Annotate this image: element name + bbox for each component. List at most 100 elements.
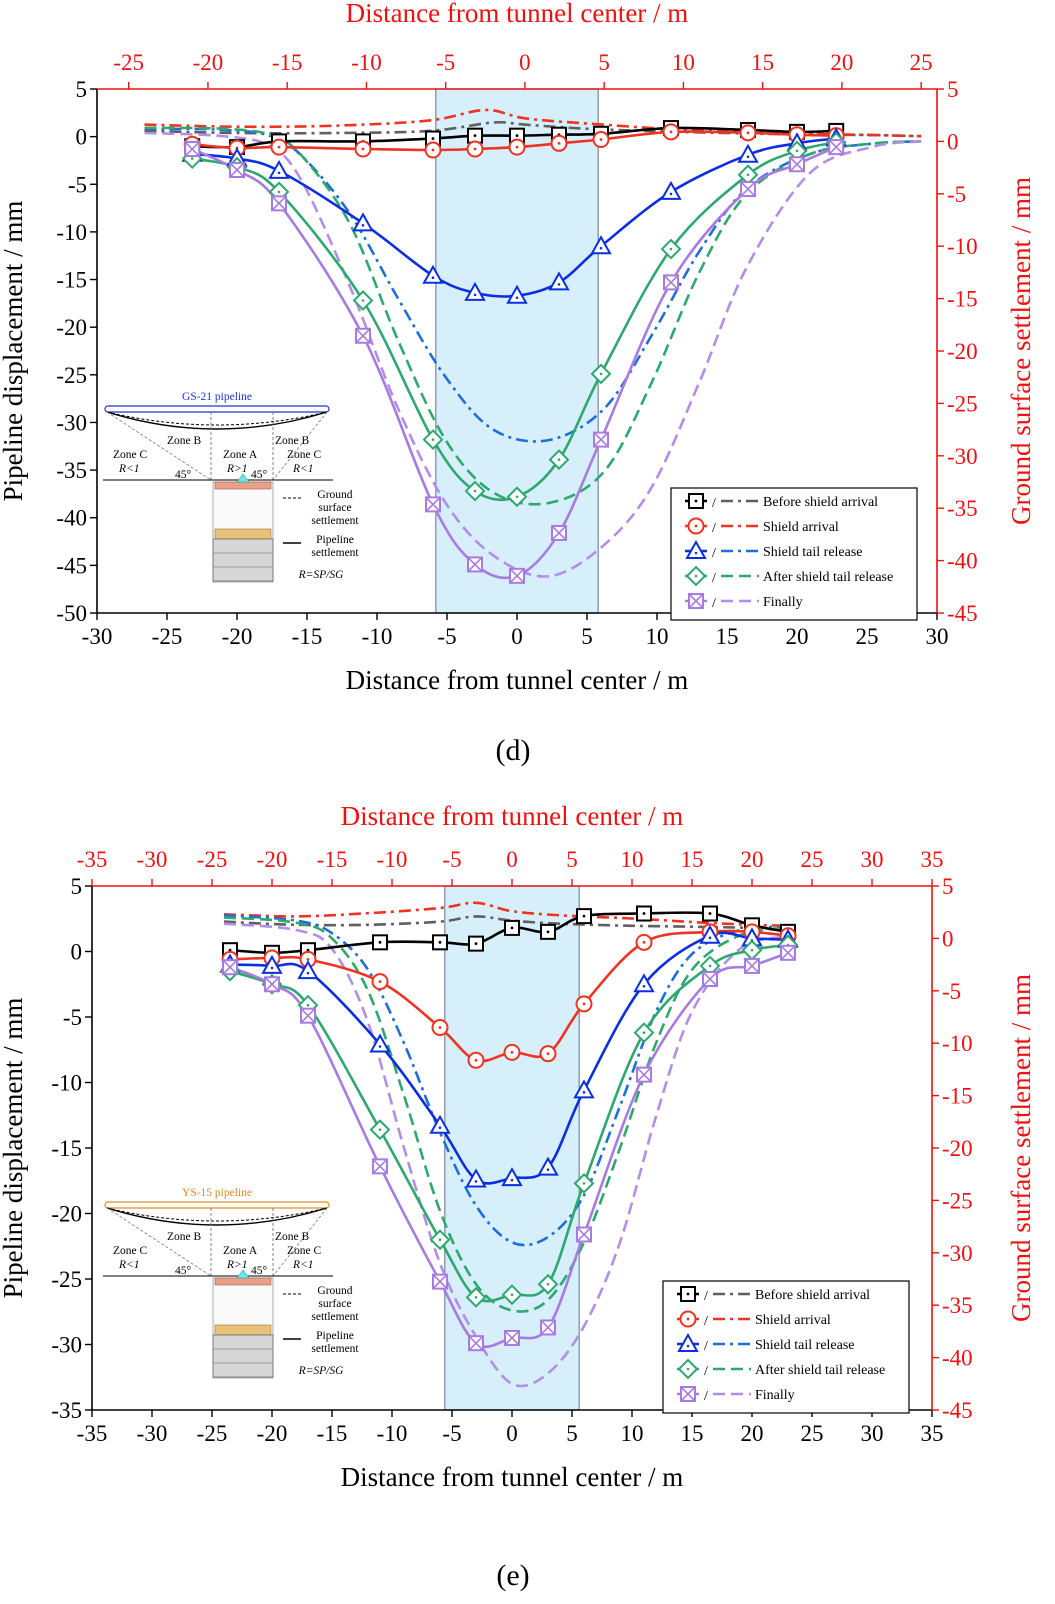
- x-tick-label: -30: [82, 624, 113, 649]
- marker-finally-cross: [425, 496, 441, 512]
- y2-tick-label: 0: [942, 926, 954, 951]
- x2-tick-label: -25: [197, 847, 228, 872]
- y-tick-label: -25: [51, 1267, 82, 1292]
- marker-arrival-dot: [582, 1002, 586, 1006]
- x2-tick-label: -5: [442, 847, 461, 872]
- y-tick-label: -30: [56, 410, 87, 435]
- y2-tick-label: -35: [947, 496, 978, 521]
- legend-slash: /: [704, 1364, 708, 1379]
- x-tick-label: -5: [442, 1421, 461, 1446]
- marker-finally-cross: [432, 1274, 448, 1290]
- marker-after-dot: [546, 1282, 550, 1286]
- inset-pipeline-label: GS-21 pipeline: [182, 391, 252, 403]
- x2-tick-label: -20: [257, 847, 288, 872]
- x-tick-label: -5: [437, 624, 456, 649]
- marker-finally-cross: [184, 141, 200, 157]
- y-tick-label: 0: [71, 940, 83, 965]
- legend-label-arrival: Shield arrival: [755, 1313, 831, 1328]
- marker-before-dot: [582, 914, 586, 918]
- marker-tail: [506, 284, 528, 304]
- legend-marker-tail: [685, 539, 707, 559]
- x2-tick-label: -25: [113, 50, 144, 75]
- inset-zone-b-right: Zone B: [275, 435, 310, 447]
- y2-tick-label: -25: [942, 1188, 973, 1213]
- inset-pipeline: [104, 1201, 330, 1209]
- x2-tick-label: 5: [598, 50, 610, 75]
- x-tick-label: -35: [77, 1421, 108, 1446]
- inset-schematic: YS-15 pipeline Zone C R<1 Zone B Zone A R>1 Zo…: [103, 1187, 359, 1379]
- marker-after-dot: [557, 458, 561, 461]
- inset-ground-label: settlement: [311, 1311, 359, 1323]
- marker-after-dot: [515, 495, 519, 499]
- marker-tail-dot: [438, 1126, 442, 1130]
- x2-tick-label: 15: [751, 50, 774, 75]
- legend-slash: /: [712, 596, 716, 611]
- marker-tail-dot: [277, 171, 281, 175]
- x-tick-label: -25: [152, 624, 183, 649]
- marker-tail-dot: [557, 283, 561, 286]
- inset-ratio-label: R=SP/SG: [298, 569, 345, 581]
- legend-slash: /: [704, 1289, 708, 1304]
- inset-r-gt: R>1: [226, 463, 248, 475]
- y-tick-label: -5: [68, 172, 87, 197]
- marker-after-dot: [431, 438, 435, 441]
- marker-finally-cross: [468, 1335, 484, 1351]
- y-tick-label: -15: [51, 1136, 82, 1161]
- marker-finally-cross: [300, 1008, 316, 1024]
- inset-pipeline-label: YS-15 pipeline: [182, 1187, 252, 1199]
- marker-tail: [422, 264, 444, 284]
- inset-r-gt: R>1: [226, 1259, 248, 1271]
- inset-ratio-label: R=SP/SG: [298, 1365, 345, 1377]
- y-tick-label: -5: [63, 1005, 82, 1030]
- inset-zone-a: Zone A: [223, 1245, 258, 1257]
- marker-tail: [429, 1114, 451, 1134]
- inset-ground-label: Ground: [317, 489, 352, 501]
- y-tick-label: -20: [56, 315, 87, 340]
- surface-line-finally: [223, 922, 789, 1388]
- panel-label: (e): [496, 1559, 529, 1592]
- legend-marker-arrival-dot: [686, 1317, 690, 1321]
- y2-tick-label: 0: [947, 129, 959, 154]
- legend-slash: /: [704, 1339, 708, 1354]
- inset-r-lt-right: R<1: [292, 463, 314, 475]
- inset-r-lt-left: R<1: [118, 463, 140, 475]
- marker-finally-cross: [828, 139, 844, 155]
- marker-tail-dot: [642, 984, 646, 988]
- marker-after-dot: [473, 489, 477, 493]
- marker-after-dot: [599, 372, 603, 376]
- x-tick-label: -30: [137, 1421, 168, 1446]
- marker-after-dot: [669, 247, 673, 251]
- x-tick-label: -10: [362, 624, 393, 649]
- marker-after-dot: [582, 1182, 586, 1185]
- x-tick-label: 25: [856, 624, 879, 649]
- x2-tick-label: 35: [921, 847, 944, 872]
- inset-segment-ring: [214, 528, 272, 540]
- legend-marker-finally-cross: [680, 1386, 696, 1402]
- legend-slash: /: [712, 546, 716, 561]
- x2-tick-label: 30: [861, 847, 884, 872]
- legend-label-finally: Finally: [763, 595, 803, 610]
- y2-tick-label: -40: [947, 549, 978, 574]
- inset-zone-b-right: Zone B: [275, 1231, 310, 1243]
- marker-tail: [573, 1079, 595, 1099]
- y2-tick-label: 5: [942, 874, 954, 899]
- y2-tick-label: -10: [942, 1031, 973, 1056]
- inset-zone-c-left: Zone C: [113, 1245, 148, 1257]
- x2-tick-label: 5: [566, 847, 578, 872]
- marker-tail-dot: [473, 293, 477, 297]
- marker-finally-cross: [222, 959, 238, 975]
- marker-arrival-dot: [642, 940, 646, 944]
- x-tick-label: 15: [681, 1421, 704, 1446]
- marker-before-dot: [642, 912, 646, 915]
- top-axis-title: Distance from tunnel center / m: [346, 0, 689, 28]
- y-tick-label: -40: [56, 506, 87, 531]
- inset-pipe-label: Pipeline: [316, 1330, 354, 1342]
- y-axis-title: Pipeline displacement / mm: [0, 201, 28, 502]
- marker-finally-cross: [229, 162, 245, 178]
- marker-tail: [501, 1167, 523, 1187]
- marker-before-dot: [515, 134, 519, 138]
- marker-finally-cross: [663, 274, 679, 290]
- x2-tick-label: 25: [801, 847, 824, 872]
- x2-tick-label: 10: [672, 50, 695, 75]
- marker-after-dot: [378, 1128, 382, 1131]
